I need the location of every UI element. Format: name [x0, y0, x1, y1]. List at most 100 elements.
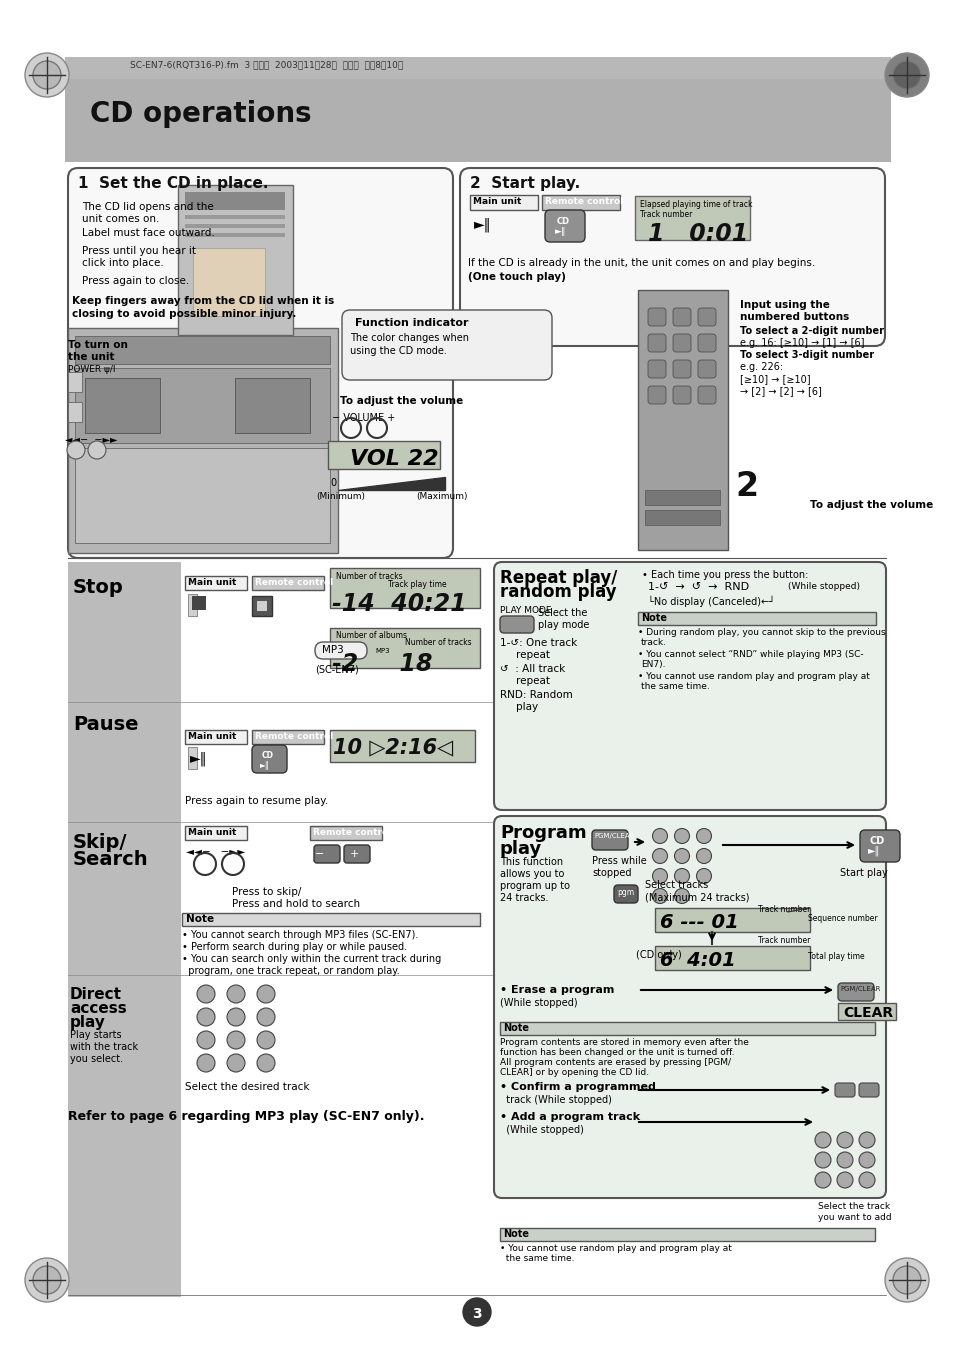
Circle shape [652, 869, 667, 884]
Text: ►‖: ►‖ [190, 753, 208, 766]
Text: 1-↺: One track: 1-↺: One track [499, 638, 577, 648]
Text: play: play [499, 840, 541, 858]
Circle shape [858, 1132, 874, 1148]
FancyBboxPatch shape [672, 308, 690, 326]
Bar [310, 825, 381, 840]
Circle shape [33, 61, 61, 89]
Circle shape [892, 1266, 920, 1294]
Circle shape [674, 848, 689, 863]
Text: POWER ψ/I: POWER ψ/I [68, 365, 115, 374]
Text: Number of tracks: Number of tracks [335, 571, 402, 581]
Text: Track number: Track number [758, 905, 809, 915]
Text: 50: 50 [432, 478, 444, 488]
Text: Select the: Select the [537, 608, 587, 617]
Text: Remote control: Remote control [254, 732, 333, 740]
Bar [185, 215, 285, 219]
Text: Note: Note [640, 613, 666, 623]
Text: 1   0:01: 1 0:01 [647, 222, 747, 246]
Bar [75, 336, 330, 363]
Text: (SC-EN7): (SC-EN7) [314, 665, 358, 676]
FancyBboxPatch shape [698, 308, 716, 326]
Text: CLEAR: CLEAR [842, 1006, 892, 1020]
FancyBboxPatch shape [859, 830, 899, 862]
Text: stopped: stopped [592, 867, 631, 878]
Text: 1-↺  →  ↺  →  RND: 1-↺ → ↺ → RND [647, 582, 748, 592]
FancyBboxPatch shape [494, 816, 885, 1198]
Text: 6  4:01: 6 4:01 [659, 951, 735, 970]
Circle shape [25, 53, 69, 97]
FancyBboxPatch shape [647, 359, 665, 378]
Text: Press again to resume play.: Press again to resume play. [185, 796, 328, 807]
Text: • You cannot use random play and program play at: • You cannot use random play and program… [499, 1244, 731, 1252]
Text: RND: Random: RND: Random [499, 690, 572, 700]
Text: MP3: MP3 [322, 644, 343, 655]
Text: SC-EN7-6(RQT316-P).fm  3 ページ  2003年11月28日  金曜日  午後8時10分: SC-EN7-6(RQT316-P).fm 3 ページ 2003年11月28日 … [130, 59, 403, 69]
Circle shape [696, 828, 711, 843]
Text: 2  Start play.: 2 Start play. [470, 176, 579, 190]
Text: The CD lid opens and the: The CD lid opens and the [82, 203, 213, 212]
Text: −: − [314, 848, 324, 859]
Text: pgm: pgm [617, 888, 634, 897]
Bar [68, 562, 181, 1297]
Bar [638, 290, 727, 550]
Text: • Add a program track: • Add a program track [499, 1112, 639, 1121]
Text: The color changes when: The color changes when [350, 332, 469, 343]
Text: Sequence number: Sequence number [807, 915, 877, 923]
Circle shape [674, 869, 689, 884]
Bar [193, 249, 265, 316]
Bar [68, 328, 337, 553]
Circle shape [256, 985, 274, 1002]
Bar [234, 378, 310, 434]
Text: PGM/CLEAR: PGM/CLEAR [840, 986, 880, 992]
Bar [330, 730, 475, 762]
Text: Stop: Stop [73, 578, 124, 597]
Text: (Minimum): (Minimum) [315, 492, 365, 501]
FancyBboxPatch shape [314, 844, 339, 863]
Text: Total play time: Total play time [807, 952, 863, 961]
Bar [188, 747, 196, 769]
Circle shape [814, 1132, 830, 1148]
FancyBboxPatch shape [647, 308, 665, 326]
FancyBboxPatch shape [698, 334, 716, 353]
Circle shape [256, 1008, 274, 1025]
Bar [470, 195, 537, 209]
Bar [85, 378, 160, 434]
Bar [328, 440, 439, 469]
Bar [638, 612, 875, 626]
Text: To adjust the volume: To adjust the volume [809, 500, 932, 509]
Text: [≥10] → [≥10]: [≥10] → [≥10] [740, 374, 810, 384]
Text: the unit: the unit [68, 353, 114, 362]
FancyBboxPatch shape [314, 642, 367, 659]
Text: To select 3-digit number: To select 3-digit number [740, 350, 873, 359]
Text: Main unit: Main unit [473, 197, 521, 205]
Text: -14  40:21: -14 40:21 [332, 592, 466, 616]
Text: Select tracks: Select tracks [644, 880, 707, 890]
Bar [256, 601, 267, 611]
Circle shape [88, 440, 106, 459]
FancyBboxPatch shape [647, 386, 665, 404]
FancyBboxPatch shape [544, 209, 584, 242]
Bar [178, 185, 293, 335]
Circle shape [227, 1054, 245, 1071]
Text: • You cannot select “RND” while playing MP3 (SC-: • You cannot select “RND” while playing … [638, 650, 862, 659]
Text: (While stopped): (While stopped) [787, 582, 859, 590]
Circle shape [256, 1054, 274, 1071]
Circle shape [33, 1266, 61, 1294]
Circle shape [227, 985, 245, 1002]
Bar [65, 57, 890, 162]
Text: MP3: MP3 [375, 648, 389, 654]
Text: CLEAR] or by opening the CD lid.: CLEAR] or by opening the CD lid. [499, 1069, 648, 1077]
Text: Press and hold to search: Press and hold to search [232, 898, 359, 909]
Circle shape [836, 1152, 852, 1169]
Text: CD: CD [869, 836, 884, 846]
Text: Play starts: Play starts [70, 1029, 121, 1040]
Bar [75, 449, 330, 543]
Text: • You can search only within the current track during: • You can search only within the current… [182, 954, 441, 965]
Text: play mode: play mode [537, 620, 589, 630]
Text: Label must face outward.: Label must face outward. [82, 228, 214, 238]
FancyBboxPatch shape [698, 359, 716, 378]
Text: Note: Note [502, 1229, 529, 1239]
Text: PGM/CLEAR: PGM/CLEAR [594, 834, 634, 839]
Text: (Maximum): (Maximum) [416, 492, 467, 501]
Text: ↺  : All track: ↺ : All track [499, 663, 565, 674]
